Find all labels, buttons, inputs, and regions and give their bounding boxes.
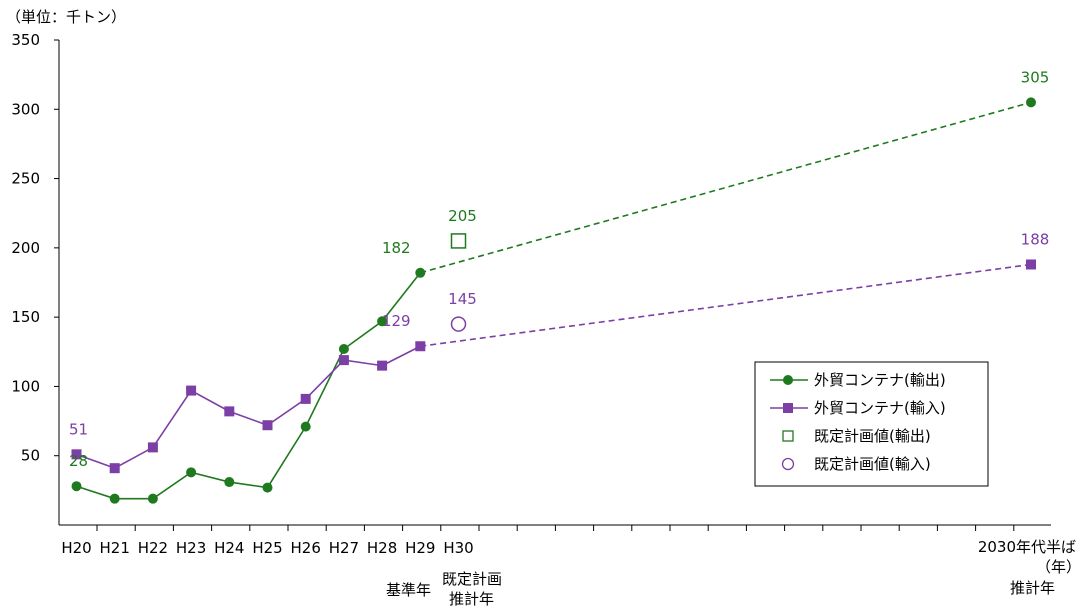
data-point <box>186 385 197 396</box>
data-point <box>1026 259 1036 270</box>
x-tick-label: H28 <box>367 539 397 557</box>
unit-label: （単位：千トン） <box>6 8 126 26</box>
forecast-line <box>420 101 1032 274</box>
legend-entry: 既定計画値(輸入) <box>814 455 931 473</box>
data-point <box>377 316 388 327</box>
data-point <box>338 344 349 355</box>
plan-point <box>450 233 467 249</box>
x-extra-labels: 基準年 既定計画 推計年 （年） 推計年 <box>386 558 1081 608</box>
y-tick-label: 150 <box>11 308 40 326</box>
y-tick-label: 250 <box>11 170 40 188</box>
series-line <box>76 345 421 470</box>
y-tick-labels: 50 100 150 200 250 300 350 <box>11 31 40 465</box>
data-label: 205 <box>448 207 477 225</box>
series-line <box>76 272 421 500</box>
x-tick-label: H22 <box>138 539 168 557</box>
legend-entry: 既定計画値(輸出) <box>814 427 931 445</box>
x-tick-label: 2030年代半ば <box>978 538 1076 556</box>
data-point <box>300 421 311 432</box>
x-tick-label: H26 <box>291 539 321 557</box>
label-plan-line1: 既定計画 <box>442 570 502 588</box>
axes <box>54 39 1051 531</box>
series-layer <box>71 97 1036 504</box>
x-tick-label: H30 <box>443 539 473 557</box>
x-tick-label: H20 <box>61 539 91 557</box>
x-tick-label: H23 <box>176 539 206 557</box>
x-tick-label: H21 <box>100 539 130 557</box>
data-label: 129 <box>382 312 411 330</box>
x-tick-label: H24 <box>214 539 244 557</box>
data-label: 145 <box>448 290 477 308</box>
data-point <box>300 393 311 404</box>
label-nen-unit: （年） <box>1036 558 1081 576</box>
data-point <box>224 477 235 488</box>
data-point <box>147 442 158 453</box>
label-future-est: 推計年 <box>1010 579 1055 597</box>
data-point <box>262 482 273 493</box>
x-tick-label: H27 <box>329 539 359 557</box>
y-tick-label: 50 <box>21 447 40 465</box>
data-point <box>109 463 120 474</box>
legend-marker <box>781 457 795 471</box>
plan-point <box>450 316 467 332</box>
data-point <box>1026 97 1036 108</box>
legend-marker <box>782 430 794 442</box>
label-base-year: 基準年 <box>386 581 431 599</box>
x-tick-labels: H20 H21 H22 H23 H24 H25 H26 H27 H28 H29 H30 2030年代半… <box>61 538 1076 557</box>
data-labels: 28 182 305 51 129 188 205 145 <box>69 68 1049 470</box>
data-point <box>377 360 388 371</box>
data-point <box>338 355 349 366</box>
data-point <box>415 341 426 352</box>
legend-entry: 外貿コンテナ(輸入) <box>814 399 946 417</box>
data-point <box>71 481 82 492</box>
data-label: 51 <box>69 420 88 438</box>
x-tick-label: H29 <box>405 539 435 557</box>
y-tick-label: 300 <box>11 100 40 118</box>
data-label: 305 <box>1021 68 1050 86</box>
data-point <box>415 267 426 278</box>
data-point <box>147 493 158 504</box>
forecast-line <box>420 263 1032 348</box>
data-label: 182 <box>382 239 411 257</box>
x-tick-label: H25 <box>252 539 282 557</box>
data-label: 28 <box>69 452 88 470</box>
y-tick-label: 350 <box>11 31 40 49</box>
data-point <box>262 420 273 431</box>
data-point <box>186 467 197 478</box>
y-tick-label: 100 <box>11 377 40 395</box>
data-point <box>109 493 120 504</box>
data-point <box>224 406 235 417</box>
legend-marker <box>783 375 793 385</box>
label-plan-line2: 推計年 <box>449 590 494 608</box>
legend-entry: 外貿コンテナ(輸出) <box>814 371 946 389</box>
legend-marker <box>783 403 793 413</box>
data-label: 188 <box>1021 230 1050 248</box>
data-point <box>71 449 82 460</box>
legend: 外貿コンテナ(輸出) 外貿コンテナ(輸入) 既定計画値(輸出) 既定計画値(輸入) <box>754 361 989 487</box>
y-tick-label: 200 <box>11 239 40 257</box>
